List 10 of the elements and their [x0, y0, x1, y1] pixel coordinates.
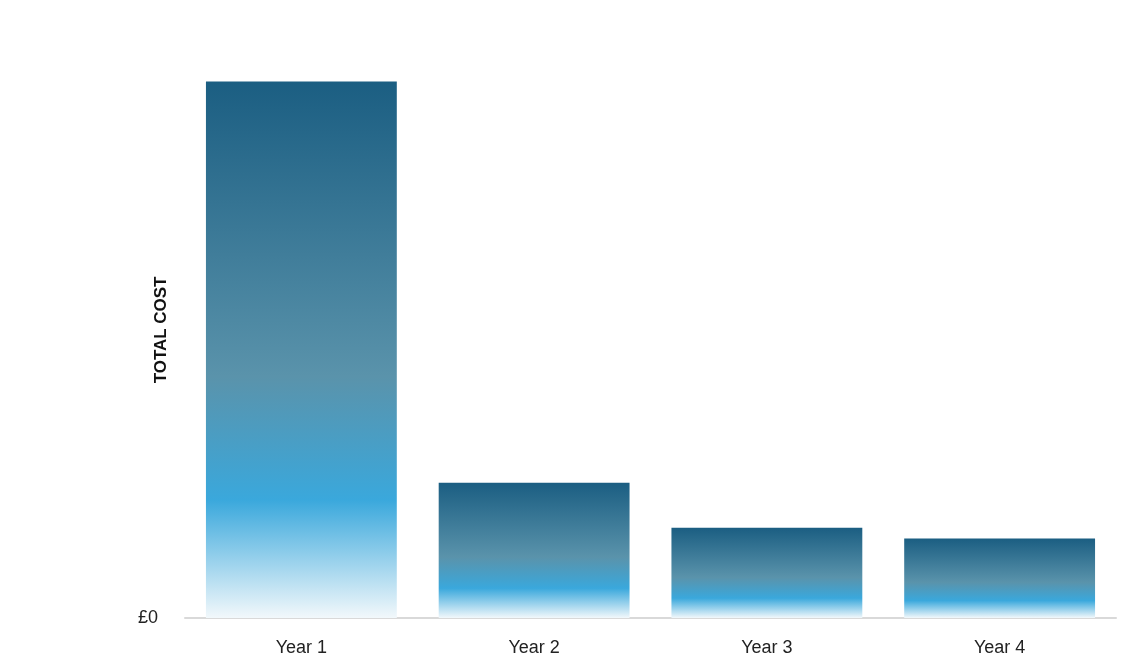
x-tick-label: Year 2	[508, 637, 560, 657]
y-axis-title: TOTAL COST	[150, 276, 170, 384]
bar	[438, 482, 630, 618]
bar	[205, 81, 397, 618]
x-tick-label: Year 4	[973, 637, 1026, 657]
text: £0	[137, 607, 158, 627]
bar	[904, 538, 1096, 618]
x-tick-label: Year 3	[741, 637, 793, 657]
x-tick-label: Year 1	[275, 637, 328, 657]
bar	[671, 527, 863, 618]
